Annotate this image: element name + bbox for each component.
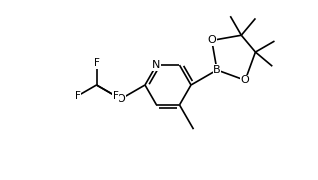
Text: B: B bbox=[213, 65, 221, 75]
Text: O: O bbox=[207, 35, 216, 46]
Text: O: O bbox=[116, 94, 125, 104]
Text: N: N bbox=[152, 60, 161, 70]
Text: O: O bbox=[241, 75, 250, 85]
Text: F: F bbox=[74, 91, 80, 101]
Text: F: F bbox=[93, 58, 100, 68]
Text: F: F bbox=[113, 91, 119, 101]
